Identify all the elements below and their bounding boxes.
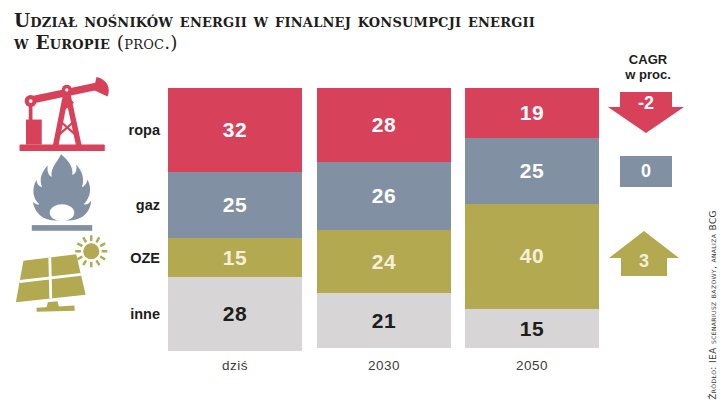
segment-value-OZE: 24 xyxy=(372,250,396,274)
x-axis-label-2050: 2050 xyxy=(465,358,599,373)
bar-2050: 19 25 40 15 xyxy=(465,88,599,351)
source-credit: Źródło: IEA scenariusz bazowy, analiza B… xyxy=(708,210,718,400)
legend-item-cagr-ropa: -2 xyxy=(608,92,684,133)
x-axis-label-dziś: dziś xyxy=(168,358,302,373)
segment-ropa: 32 xyxy=(168,88,302,172)
segment-value-gaz: 25 xyxy=(223,193,247,217)
segment-OZE: 40 xyxy=(465,204,599,309)
bar-2030: 28 26 24 21 xyxy=(317,88,451,351)
row-label-inne: inne xyxy=(110,304,160,324)
legend-value-gaz: 0 xyxy=(620,161,672,182)
segment-gaz: 26 xyxy=(317,162,451,230)
legend-item-cagr-oze: 3 xyxy=(609,231,679,276)
x-axis-label-2030: 2030 xyxy=(317,358,451,373)
bar-dziś: 32 25 15 28 xyxy=(168,88,302,351)
segment-value-inne: 21 xyxy=(372,309,396,333)
segment-inne: 28 xyxy=(168,277,302,351)
infographic-canvas: Udział nośników energii w finalnej konsu… xyxy=(0,0,720,405)
segment-value-gaz: 25 xyxy=(520,159,544,183)
legend-item-cagr-gaz: 0 xyxy=(620,156,672,187)
legend-title: CAGR w proc. xyxy=(606,52,690,82)
segment-value-ropa: 28 xyxy=(372,113,396,137)
legend-title-line2: w proc. xyxy=(606,67,690,82)
segment-value-ropa: 19 xyxy=(520,101,544,125)
segment-gaz: 25 xyxy=(465,138,599,204)
legend-value-ropa: -2 xyxy=(608,93,684,114)
segment-value-gaz: 26 xyxy=(372,184,396,208)
segment-value-OZE: 40 xyxy=(520,244,544,268)
row-label-ropa: ropa xyxy=(110,120,160,140)
segment-ropa: 28 xyxy=(317,88,451,162)
segment-OZE: 24 xyxy=(317,230,451,293)
segment-gaz: 25 xyxy=(168,172,302,238)
legend-title-line1: CAGR xyxy=(606,52,690,67)
segment-value-inne: 15 xyxy=(520,317,544,341)
legend-value-oze: 3 xyxy=(609,251,679,272)
segment-inne: 21 xyxy=(317,293,451,348)
segment-inne: 15 xyxy=(465,309,599,348)
segment-OZE: 15 xyxy=(168,238,302,277)
row-label-gaz: gaz xyxy=(110,195,160,215)
row-label-OZE: OZE xyxy=(110,248,160,268)
segment-value-ropa: 32 xyxy=(223,118,247,142)
segment-ropa: 19 xyxy=(465,88,599,138)
segment-value-inne: 28 xyxy=(223,302,247,326)
segment-value-OZE: 15 xyxy=(223,246,247,270)
